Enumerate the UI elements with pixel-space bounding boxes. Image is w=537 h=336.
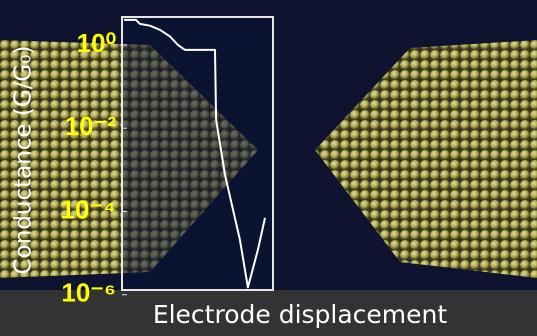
y-tick-label: 10⁻²: [65, 111, 117, 141]
y-tick-label: 10⁻⁴: [60, 194, 116, 224]
y-tick-label: 10⁰: [77, 28, 116, 58]
x-label-band: [0, 290, 537, 336]
y-tick-label: 10⁻⁶: [61, 278, 116, 308]
y-axis-title: Conductance (G/G₀): [11, 46, 37, 275]
right-electrode: [315, 40, 537, 278]
conductance-trace: [124, 18, 266, 289]
plot-frame: [121, 16, 274, 291]
x-axis-title: Electrode displacement: [153, 300, 448, 329]
